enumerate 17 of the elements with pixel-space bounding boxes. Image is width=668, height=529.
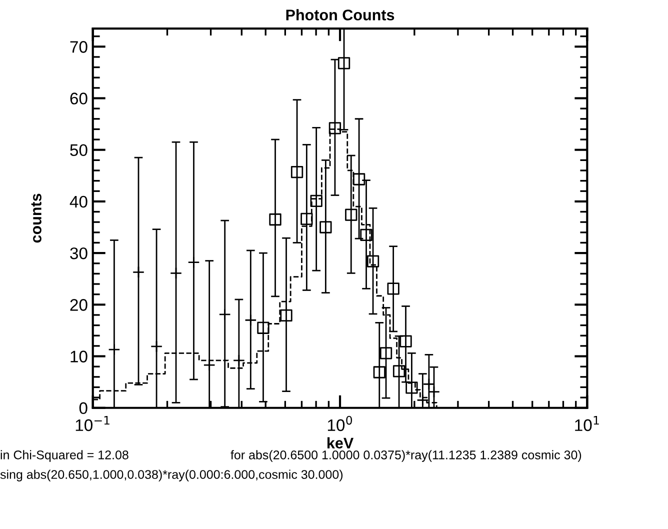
y-tick-label: 10	[70, 350, 88, 362]
x-tick-label: 10$^{1}$	[575, 416, 599, 432]
y-tick-label: 50	[70, 144, 88, 156]
y-tick-label: 0	[79, 402, 88, 414]
chart-title: Photon Counts	[286, 9, 394, 20]
x-tick-label: 10$^{0}$	[328, 416, 352, 432]
text: sing abs(20.650,1.000,0.038)*ray(0.000:6.000,cosmic 30.000)	[0, 470, 343, 482]
y-tick-label: 40	[70, 196, 88, 208]
y-tick-label: 60	[70, 92, 88, 104]
x-tick-label: 10$^{−1}$	[76, 416, 110, 432]
y-tick-label: 20	[70, 299, 88, 311]
y-axis-title: counts	[31, 194, 42, 243]
y-tick-label: 70	[70, 41, 88, 53]
text: in Chi-Squared = 12.08	[0, 450, 128, 462]
text: for abs(20.6500 1.0000 0.0375)*ray(11.1235 1.2389 cosmic 30)	[230, 450, 582, 462]
y-tick-label: 30	[70, 247, 88, 260]
x-axis-title: keV	[327, 437, 354, 449]
